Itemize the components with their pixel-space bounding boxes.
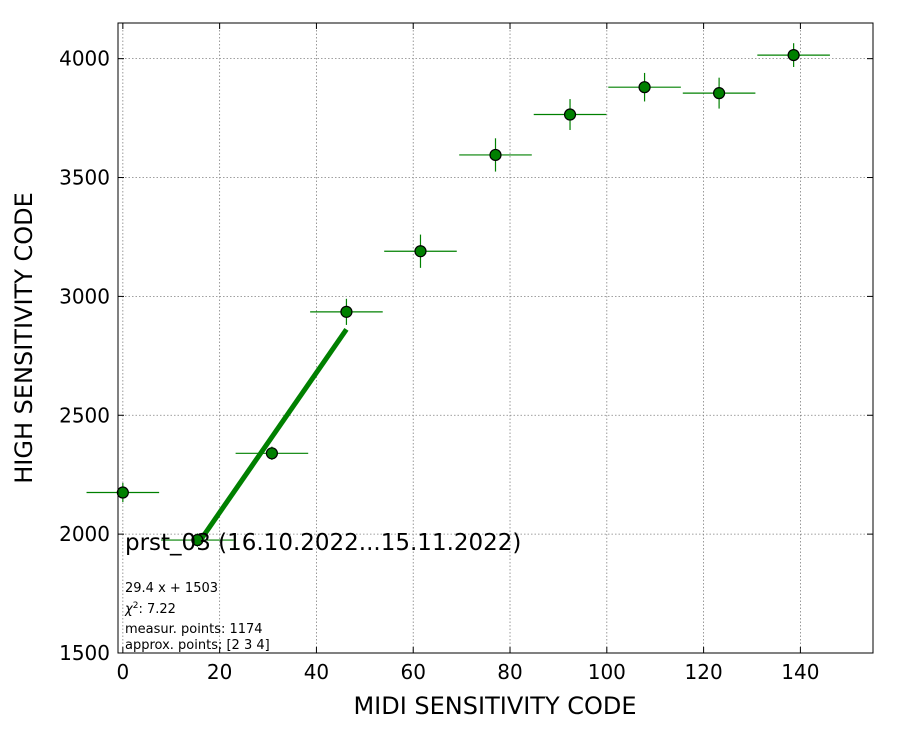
tick-labels: 0 20 40 60 80 100 120 140 1500 2000 2500 3000 3500 40… [59,47,819,684]
data-point [191,533,204,547]
x-tick-label: 100 [588,660,626,684]
chi2-exponent: 2 [133,601,139,611]
x-tick-label: 0 [116,660,129,684]
chi2-value: : 7.22 [138,602,175,617]
data-point [414,245,427,258]
y-tick-label: 3500 [59,166,110,190]
measur-points-text: measur. points: 1174 [125,622,263,637]
fit-line [195,327,349,547]
data-point [787,48,800,62]
y-tick-label: 4000 [59,47,110,71]
fit-equation-text: 29.4 x + 1503 [125,581,218,596]
plot-frame [117,22,874,654]
y-tick-label: 2000 [59,522,110,546]
chi2-symbol: χ [124,602,134,617]
y-tick-label: 3000 [59,284,110,308]
fit-line-group [195,327,349,547]
data-point [340,305,353,318]
approx-points-text: approx. points: [2 3 4] [125,638,270,653]
y-tick-label: 2500 [59,403,110,427]
x-tick-label: 120 [685,660,723,684]
data-point [638,81,651,94]
x-tick-label: 60 [400,660,425,684]
data-point [712,87,726,100]
chi2-text: χ2: 7.22 [124,601,176,617]
x-tick-label: 80 [497,660,522,684]
x-axis-title: MIDI SENSITIVITY CODE [353,692,636,720]
x-tick-label: 40 [304,660,329,684]
y-tick-label: 1500 [59,641,110,665]
plot-area [118,23,873,653]
data-points [116,48,800,547]
x-tick-label: 20 [207,660,232,684]
data-point [265,447,279,460]
data-point [563,108,577,121]
y-axis-title: HIGH SENSITIVITY CODE [10,192,38,484]
data-point [489,148,502,162]
x-tick-label: 140 [781,660,819,684]
chart-annotation-title: prst_03 (16.10.2022...15.11.2022) [125,530,521,556]
grid-lines [118,23,873,654]
data-point [116,486,129,499]
